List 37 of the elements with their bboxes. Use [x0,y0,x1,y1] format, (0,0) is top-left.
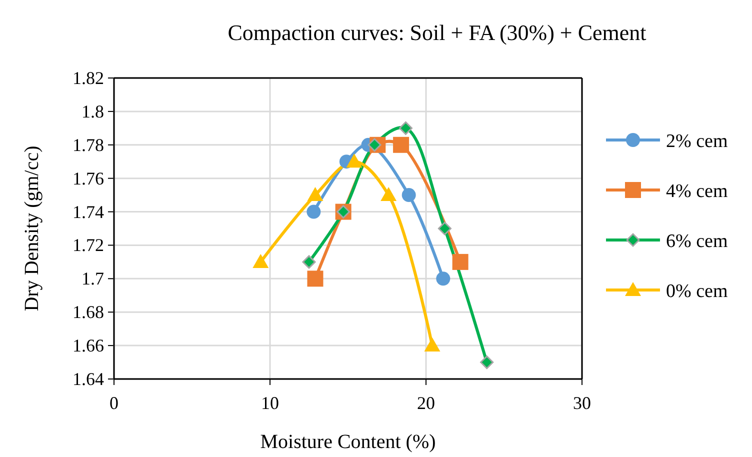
chart-title: Compaction curves: Soil + FA (30%) + Cement [228,20,646,45]
point [398,121,412,135]
point [393,136,410,153]
y-axis-title: Dry Density (gm/cc) [21,146,43,312]
point [302,255,316,269]
legend-label: 6% cem [666,231,728,252]
y-tick-label: 1.7 [82,268,104,289]
point [306,204,321,219]
legend-label: 2% cem [666,131,728,152]
y-tick-label: 1.66 [72,336,104,356]
x-tick-label: 30 [573,393,591,413]
point [346,154,362,168]
y-tick-label: 1.72 [72,235,104,256]
y-tick-label: 1.78 [72,134,104,155]
y-tick-label: 1.76 [72,168,104,188]
point [452,254,468,270]
point [480,356,494,370]
x-tick-label: 0 [110,393,118,413]
point [402,188,416,202]
point [438,222,452,236]
x-tick-label: 10 [261,393,279,413]
y-tick-label: 1.82 [72,68,104,88]
point [252,254,269,268]
y-tick-label: 1.74 [72,202,104,222]
x-axis-title: Moisture Content (%) [260,431,436,453]
point [436,272,450,286]
point [424,338,440,352]
y-tick-label: 1.68 [72,302,104,322]
point [307,187,324,202]
point [368,138,382,152]
x-tick-label: 20 [417,393,435,413]
point [307,270,324,287]
legend-label: 4% cem [666,181,728,202]
point [380,187,397,202]
legend-label: 0% cem [666,281,728,302]
y-tick-label: 1.64 [72,369,104,389]
y-tick-label: 1.8 [82,101,104,122]
